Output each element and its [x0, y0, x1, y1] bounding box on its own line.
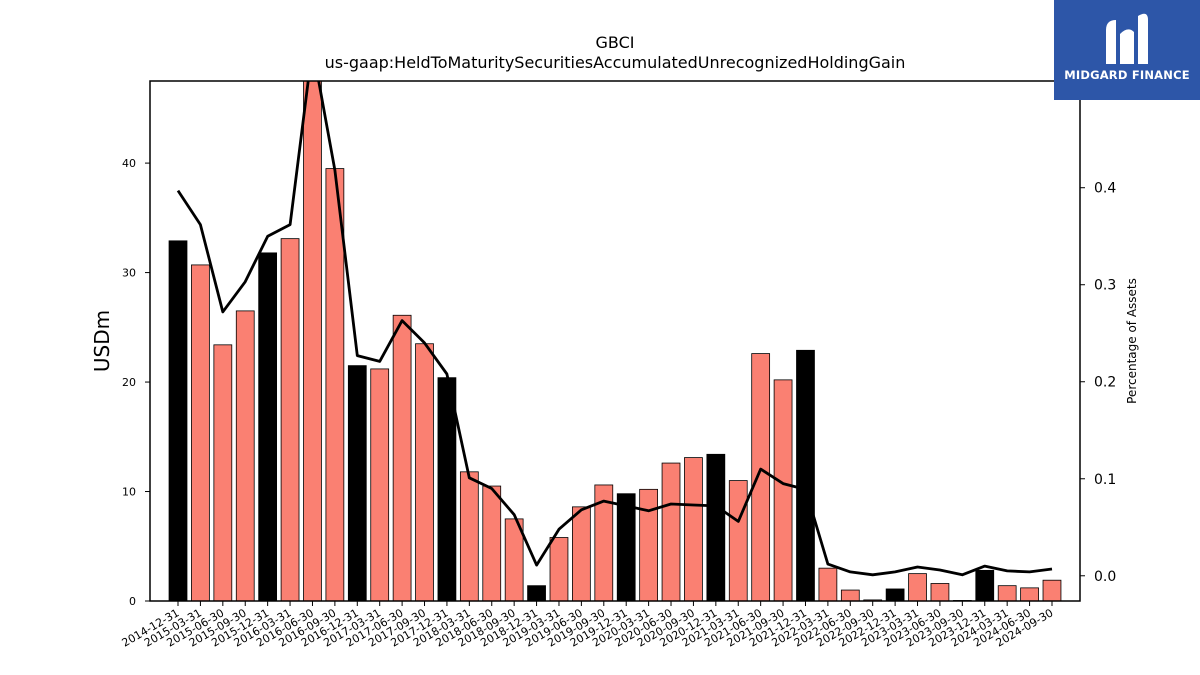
chart-subtitle: us-gaap:HeldToMaturitySecuritiesAccumula… — [325, 53, 906, 72]
bar — [549, 537, 569, 601]
bar — [706, 453, 726, 601]
bar — [661, 462, 681, 601]
bar — [235, 310, 255, 601]
bar — [818, 567, 838, 601]
plot-frame — [149, 80, 1081, 602]
y-tick-label: 30 — [122, 267, 136, 280]
bar — [437, 377, 457, 601]
bar — [280, 238, 300, 601]
bar — [908, 573, 927, 601]
bar — [773, 379, 793, 601]
y2-tick-label: 0.0 — [1094, 569, 1116, 585]
bar — [527, 585, 546, 601]
bar-series — [168, 81, 1062, 601]
y-tick-label: 20 — [122, 376, 136, 389]
logo: MIDGARD FINANCE — [1054, 0, 1200, 100]
y2-tick-label: 0.4 — [1094, 181, 1116, 197]
bar — [1042, 579, 1062, 601]
bar — [684, 457, 703, 601]
bar — [616, 493, 636, 601]
y-tick-label: 40 — [122, 157, 136, 170]
bar — [392, 314, 412, 601]
bar — [751, 353, 771, 601]
midgard-logo-icon — [1106, 13, 1148, 64]
y-tick-label: 10 — [122, 486, 136, 499]
logo-text: MIDGARD FINANCE — [1064, 68, 1190, 82]
bar — [1020, 587, 1039, 601]
bar — [482, 485, 502, 601]
y2-axis-label: Percentage of Assets — [1125, 278, 1139, 404]
bar — [347, 365, 367, 601]
bar — [796, 349, 815, 601]
bar — [728, 480, 748, 601]
bar — [997, 585, 1017, 601]
y2-tick-label: 0.1 — [1094, 472, 1116, 488]
bar — [639, 488, 658, 601]
y-axis-label: USDm — [90, 310, 114, 372]
bar — [885, 588, 905, 601]
chart-title: GBCI — [596, 33, 635, 52]
y2-tick-label: 0.3 — [1094, 278, 1116, 294]
bar — [572, 506, 591, 601]
bar — [975, 569, 995, 601]
bar — [258, 252, 278, 601]
plot-area: 0102030400.00.10.20.30.42014-12-312015-0… — [120, 80, 1116, 650]
y2-tick-label: 0.2 — [1094, 375, 1116, 391]
line-series — [176, 81, 1053, 577]
bar — [191, 264, 210, 601]
bar — [213, 344, 233, 601]
y-tick-label: 0 — [129, 595, 136, 608]
bar — [459, 471, 479, 601]
bar — [370, 368, 390, 601]
bar — [840, 589, 860, 601]
bar — [303, 81, 322, 601]
bar — [168, 240, 188, 601]
bar — [415, 343, 434, 601]
bar — [930, 583, 950, 601]
